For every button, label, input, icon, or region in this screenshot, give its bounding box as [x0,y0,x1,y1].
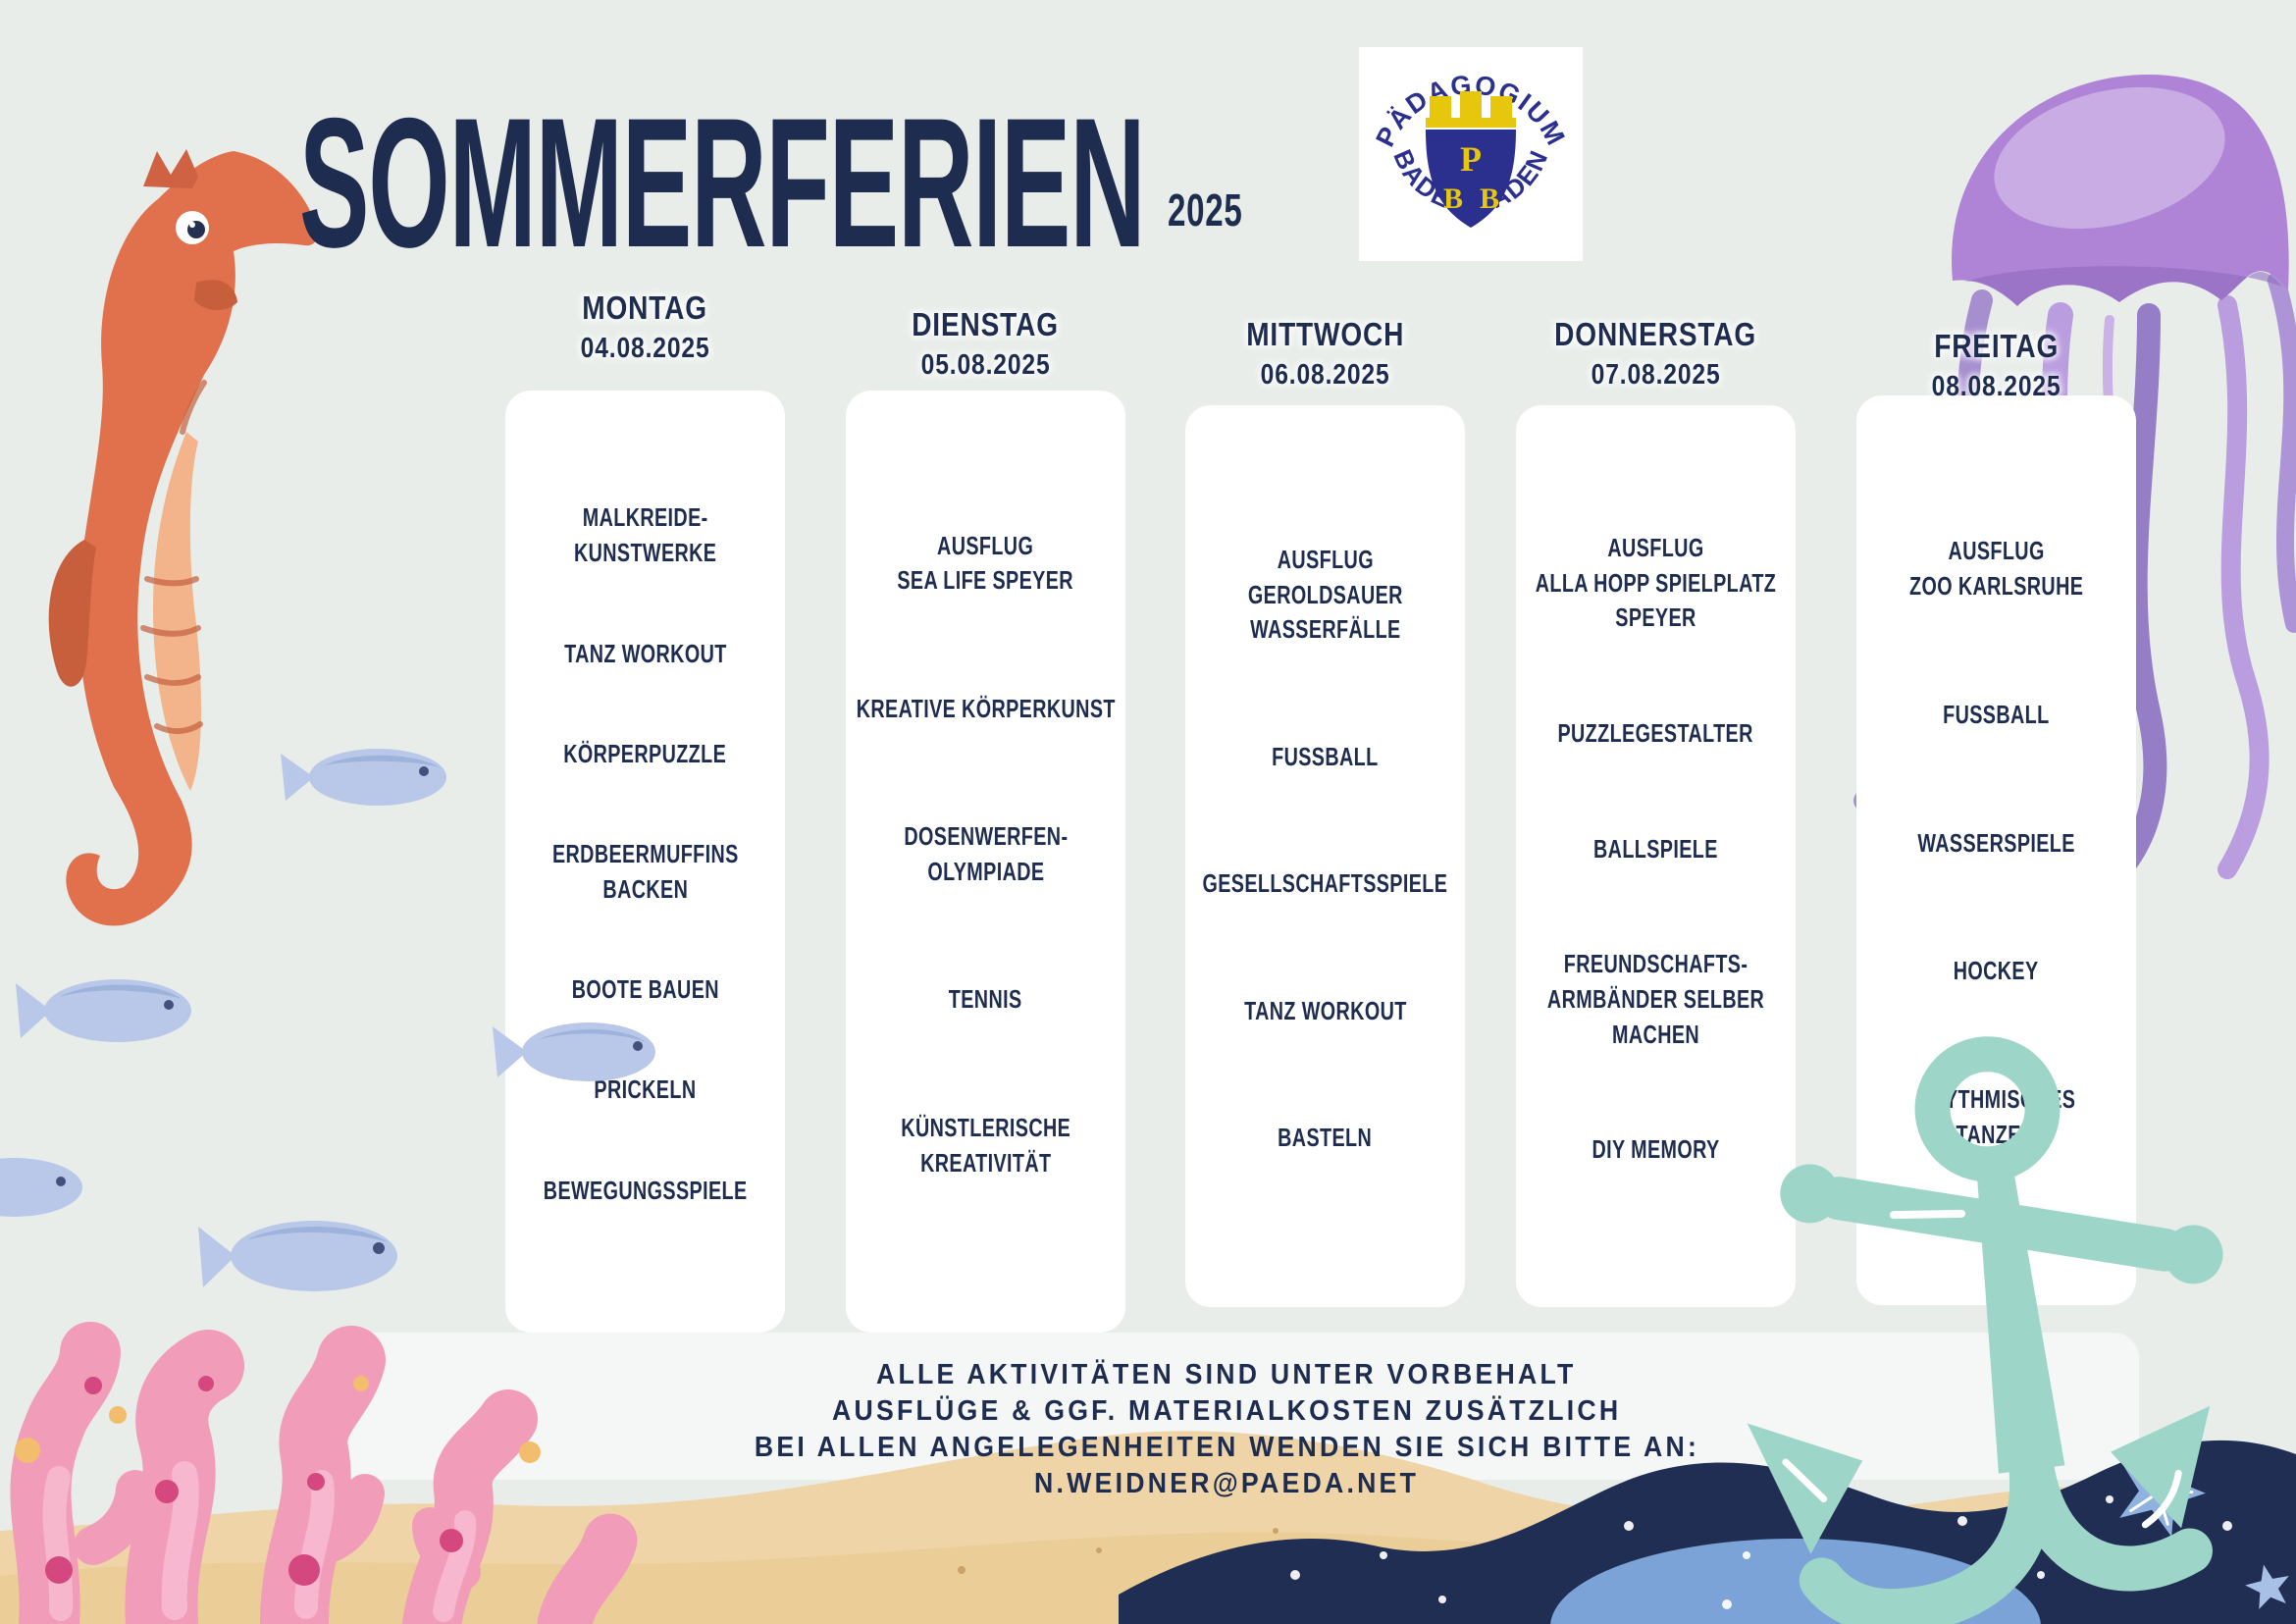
day-date: 06.08.2025 [1260,359,1390,391]
activity: RHYTHMISCHES TANZEN [1916,1084,2076,1150]
day-date: 04.08.2025 [580,333,710,364]
activity-card: AUSFLUG ZOO KARLSRUHE FUSSBALL WASSERSPI… [1856,395,2136,1305]
day-name: MITTWOCH [1245,316,1405,352]
day-date: 07.08.2025 [1591,359,1721,391]
notice-line: BEI ALLEN ANGELEGENHEITEN WENDEN SIE SIC… [754,1432,1699,1463]
activity: ERDBEERMUFFINS BACKEN [551,839,739,904]
activity: GESELLSCHAFTSSPIELE [1202,868,1448,899]
day-name: FREITAG [1934,328,2059,364]
day-header: DONNERSTAG 07.08.2025 [1516,316,1796,392]
notice-line: ALLE AKTIVITÄTEN SIND UNTER VORBEHALT [876,1359,1577,1390]
logo-monogram-b-left: B [1443,183,1463,215]
activity: MALKREIDE- KUNSTWERKE [573,502,717,568]
day-header: MONTAG 04.08.2025 [505,289,785,365]
day-column-montag: MONTAG 04.08.2025 MALKREIDE- KUNSTWERKE … [505,0,785,1624]
title-text: SOMMERFERIEN [299,79,1146,286]
day-date: 05.08.2025 [920,349,1051,381]
activity: DOSENWERFEN- OLYMPIADE [903,821,1069,886]
activity: FUSSBALL [1272,741,1379,771]
day-header: MITTWOCH 06.08.2025 [1185,316,1465,392]
page-title: SOMMERFERIEN [299,90,1782,275]
day-name: DIENSTAG [912,306,1060,342]
activity: WASSERSPIELE [1917,827,2075,858]
day-name: DONNERSTAG [1554,316,1757,352]
day-column-donnerstag: DONNERSTAG 07.08.2025 AUSFLUG ALLA HOPP … [1516,0,1796,1624]
seahorse-icon [48,149,318,926]
activity: AUSFLUG GEROLDSAUER WASSERFÄLLE [1247,544,1403,645]
activity: BEWEGUNGSSPIELE [543,1175,748,1205]
day-header: DIENSTAG 05.08.2025 [846,306,1125,382]
activity-card: AUSFLUG GEROLDSAUER WASSERFÄLLE FUSSBALL… [1185,405,1465,1307]
activity: TANZ WORKOUT [563,638,727,668]
activity: KÜNSTLERISCHE KREATIVITÄT [901,1112,1070,1178]
activity: BASTELN [1278,1123,1373,1153]
activity-card: AUSFLUG ALLA HOPP SPIELPLATZ SPEYER PUZZ… [1516,405,1796,1307]
activity: TANZ WORKOUT [1243,995,1407,1025]
logo-monogram-b-right: B [1480,183,1499,215]
day-column-dienstag: DIENSTAG 05.08.2025 AUSFLUG SEA LIFE SPE… [846,0,1125,1624]
activity: KÖRPERPUZZLE [563,738,727,768]
notice-line: AUSFLÜGE & GGF. MATERIALKOSTEN ZUSÄTZLIC… [831,1395,1622,1427]
activity: AUSFLUG ZOO KARLSRUHE [1908,535,2084,601]
activity-card: AUSFLUG SEA LIFE SPEYER KREATIVE KÖRPERK… [846,391,1125,1333]
activity: AUSFLUG ALLA HOPP SPIELPLATZ SPEYER [1535,532,1777,633]
activity: PUZZLEGESTALTER [1557,718,1754,748]
activity-card: MALKREIDE- KUNSTWERKE TANZ WORKOUT KÖRPE… [505,391,785,1333]
day-header: FREITAG 08.08.2025 [1856,328,2136,403]
day-name: MONTAG [582,289,708,326]
activity: DIY MEMORY [1592,1134,1720,1165]
activity: PRICKELN [594,1074,697,1105]
activity: HOCKEY [1954,956,2039,986]
activity: BALLSPIELE [1593,833,1718,864]
notice-text: ALLE AKTIVITÄTEN SIND UNTER VORBEHALT AU… [392,1357,2061,1502]
day-column-mittwoch: MITTWOCH 06.08.2025 AUSFLUG GEROLDSAUER … [1185,0,1465,1624]
activity: KREATIVE KÖRPERKUNST [856,693,1116,723]
title-year: 2025 [1168,184,1243,236]
notice-email: N.WEIDNER@PAEDA.NET [1033,1468,1420,1499]
day-date: 08.08.2025 [1931,371,2061,402]
school-crest-logo: PÄDAGOGIUM BADEN-BADEN P B B [1359,47,1583,261]
activity: AUSFLUG SEA LIFE SPEYER [897,530,1074,596]
activity: FREUNDSCHAFTS- ARMBÄNDER SELBER MACHEN [1546,949,1765,1049]
logo-monogram-p: P [1460,139,1482,179]
activity: BOOTE BAUEN [571,974,719,1005]
activity: FUSSBALL [1943,699,2050,729]
activity: TENNIS [949,984,1022,1015]
crown-icon [1426,91,1516,128]
shield-icon [1426,130,1516,228]
